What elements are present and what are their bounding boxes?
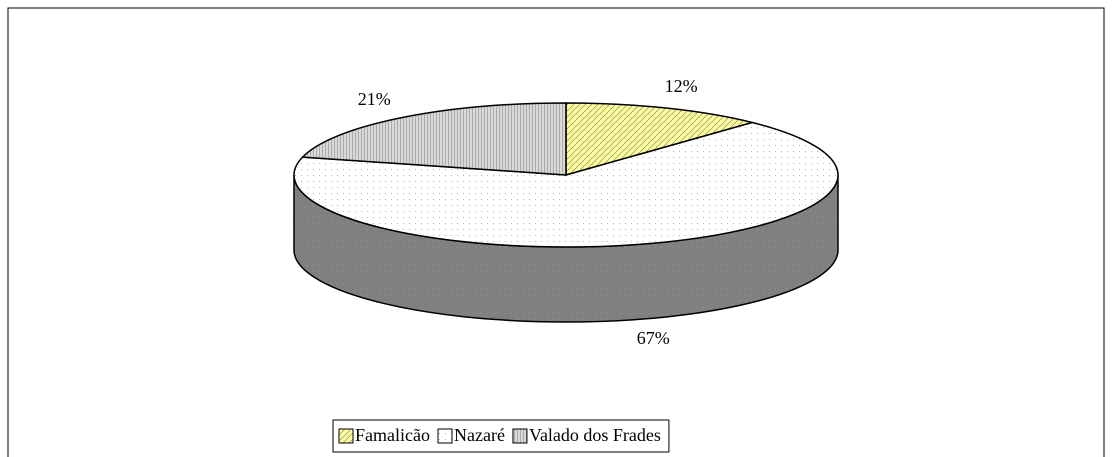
- data-label: 21%: [358, 89, 391, 109]
- legend-swatch: [512, 428, 528, 444]
- data-label: 12%: [665, 76, 698, 96]
- data-label: 67%: [637, 328, 670, 348]
- legend-swatch: [437, 428, 453, 444]
- slice: [293, 121, 839, 248]
- legend: Famalicão Nazaré Valado dos Frades: [332, 419, 670, 453]
- slice: [565, 102, 756, 176]
- legend-label: Famalicão: [355, 425, 430, 445]
- chart-frame: [7, 7, 1105, 457]
- plot: 12% 67% 21%: [293, 76, 839, 348]
- legend-swatch: [338, 428, 354, 444]
- legend-box: [332, 419, 670, 453]
- slice: [300, 102, 567, 176]
- legend-label: Nazaré: [454, 425, 505, 445]
- legend-label: Valado dos Frades: [529, 425, 661, 445]
